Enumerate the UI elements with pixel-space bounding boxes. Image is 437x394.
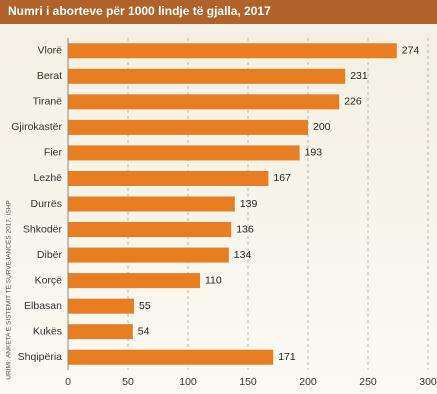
bar (68, 196, 235, 212)
bar (68, 68, 346, 84)
bar (68, 222, 232, 238)
y-tick-label: Dibër (37, 249, 63, 261)
y-tick-label: Durrës (30, 198, 62, 210)
bar (68, 298, 134, 314)
y-tick-label: Shkodër (23, 223, 63, 235)
chart-title: Numri i aborteve për 1000 lindje të gjal… (8, 4, 271, 18)
x-tick-label: 150 (239, 376, 257, 388)
y-tick-label: Korçë (35, 274, 63, 286)
source-note: URIMI: ANKETA E SISTEMIT TË SURVEJANCËS … (5, 200, 13, 379)
y-tick-label: Lezhë (33, 172, 62, 184)
bar (68, 119, 308, 135)
data-label: 55 (139, 300, 151, 312)
y-tick-label: Kukës (33, 325, 62, 337)
bar (68, 94, 340, 110)
bar (68, 145, 300, 161)
bar (68, 43, 397, 59)
data-label: 139 (240, 198, 258, 210)
data-label: 171 (278, 351, 296, 363)
y-tick-label: Fier (44, 147, 63, 159)
y-tick-label: Berat (37, 70, 62, 82)
data-label: 167 (273, 172, 291, 184)
bar (68, 324, 133, 340)
x-tick-label: 200 (299, 376, 317, 388)
bar (68, 273, 200, 289)
y-tick-label: Tiranë (33, 96, 63, 108)
y-tick-label: Elbasan (24, 300, 62, 312)
y-tick-label: Gjirokastër (11, 121, 62, 133)
title-bar (0, 0, 437, 24)
y-tick-label: Vlorë (37, 45, 62, 57)
data-label: 200 (313, 121, 331, 133)
data-label: 136 (236, 223, 254, 235)
bar (68, 247, 229, 263)
x-tick-label: 50 (122, 376, 134, 388)
data-label: 110 (205, 274, 222, 286)
x-tick-label: 250 (359, 376, 377, 388)
x-tick-label: 300 (419, 376, 437, 388)
x-tick-label: 100 (179, 376, 197, 388)
x-tick-label: 0 (65, 376, 71, 388)
bar (68, 170, 269, 186)
data-label: 193 (305, 147, 323, 159)
data-label: 274 (402, 45, 420, 57)
data-label: 226 (344, 96, 362, 108)
y-tick-label: Shqipëria (18, 351, 63, 363)
data-label: 134 (234, 249, 252, 261)
bar (68, 349, 274, 365)
data-label: 231 (350, 70, 368, 82)
data-label: 54 (138, 325, 150, 337)
